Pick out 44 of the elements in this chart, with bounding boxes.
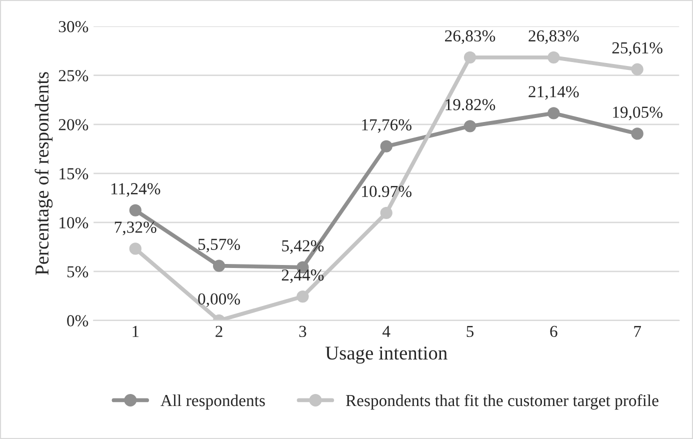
data-label: 11,24%: [111, 183, 160, 197]
data-label: 25,61%: [612, 42, 662, 56]
data-label: 21,14%: [528, 86, 579, 100]
y-tick-label: 20%: [58, 119, 88, 130]
x-tick-label: 6: [550, 326, 558, 338]
x-tick-label: 7: [634, 326, 641, 337]
point: [296, 290, 309, 303]
point: [548, 51, 560, 64]
data-label: 0,00%: [198, 293, 240, 307]
y-tick-label: 25%: [58, 70, 88, 82]
data-label: 17,76%: [362, 119, 412, 133]
point: [631, 63, 644, 76]
legend-label: Respondents that fit the customer target profile: [346, 394, 658, 410]
data-label: 5,57%: [198, 238, 240, 252]
data-label: 10.97%: [362, 186, 412, 198]
x-tick-label: 3: [299, 326, 306, 338]
point: [464, 51, 476, 64]
y-axis-title: Percentage of respondents: [34, 72, 53, 275]
y-tick-label: 10%: [60, 217, 88, 228]
x-tick-label: 4: [382, 326, 390, 337]
point: [212, 260, 226, 272]
x-tick-label: 2: [216, 326, 222, 337]
y-tick-label: 15%: [60, 168, 88, 180]
point: [464, 120, 476, 132]
point: [548, 107, 560, 120]
x-axis-title: Usage intention: [325, 346, 448, 364]
y-tick-label: 0%: [67, 315, 88, 326]
data-label: 19,05%: [613, 106, 662, 120]
point: [129, 204, 142, 216]
point: [631, 128, 644, 140]
y-tick-label: 5%: [67, 266, 88, 278]
data-label: 19.82%: [446, 99, 496, 110]
legend-label: All respondents: [160, 394, 265, 410]
data-label: 5,42%: [282, 240, 324, 254]
y-tick-label: 30%: [58, 21, 88, 32]
x-tick-label: 5: [466, 326, 474, 338]
x-tick-label: 1: [132, 326, 139, 337]
data-label: 7,32%: [114, 222, 156, 236]
data-label: 2,44%: [282, 269, 324, 284]
point: [129, 242, 142, 255]
data-label: 26,83%: [528, 30, 579, 44]
point: [380, 140, 392, 152]
data-label: 26,83%: [445, 30, 496, 44]
point: [380, 206, 392, 219]
